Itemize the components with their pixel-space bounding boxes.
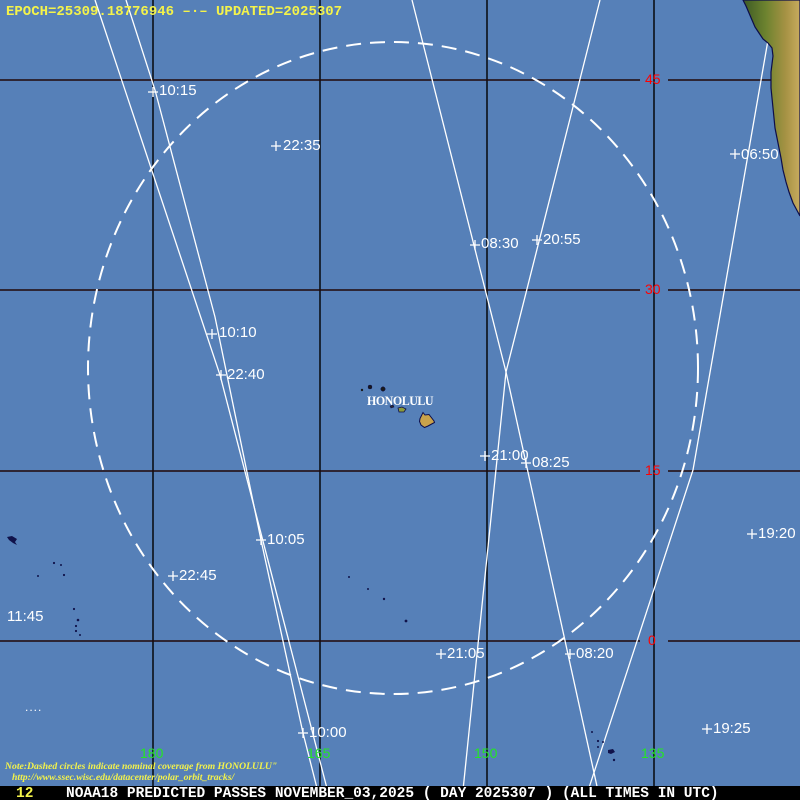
svg-text:....: ....	[25, 700, 42, 714]
